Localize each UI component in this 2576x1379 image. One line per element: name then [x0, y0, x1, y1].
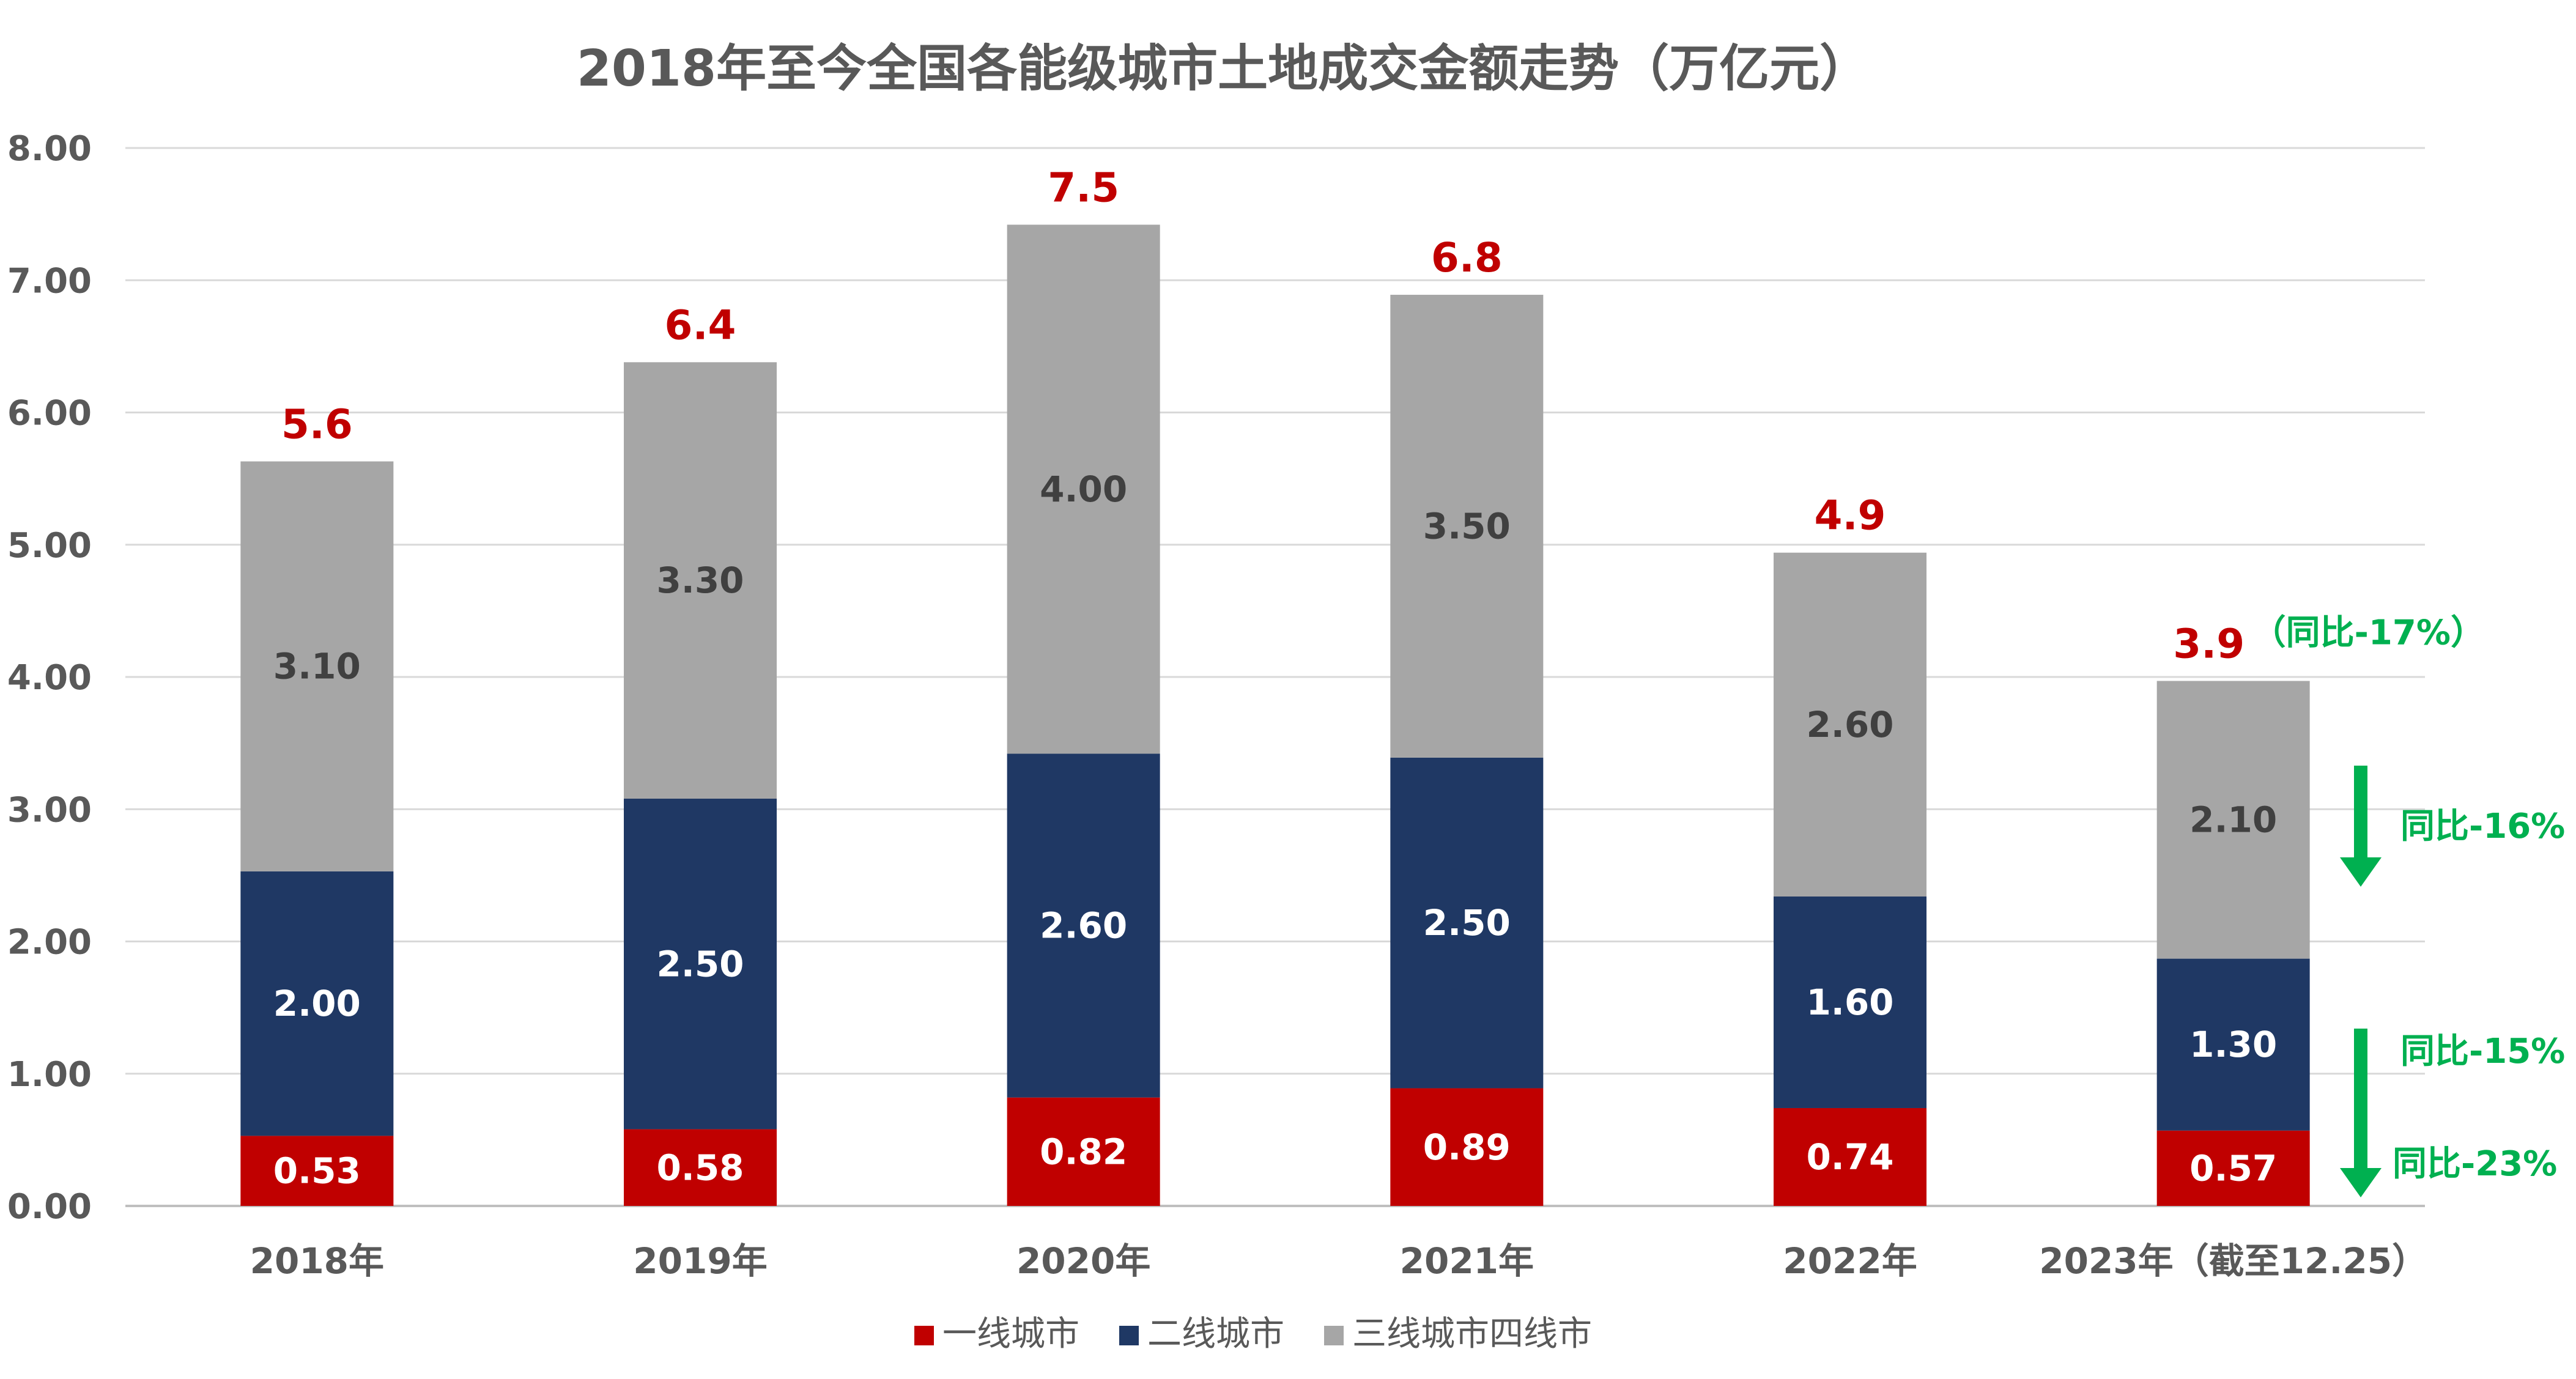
legend: 一线城市 二线城市 三线城市四线市 — [914, 1314, 1592, 1354]
segment-value-label: 1.60 — [1806, 982, 1893, 1023]
y-tick-label: 7.00 — [7, 261, 92, 301]
bar-segment — [1774, 1107, 1926, 1206]
segment-value-label: 3.50 — [1423, 505, 1511, 547]
x-tick-label: 2019年 — [633, 1240, 767, 1282]
bar-segment — [240, 461, 394, 871]
y-tick-label: 0.00 — [7, 1187, 92, 1227]
bar-segment — [1007, 1097, 1160, 1206]
segment-value-label: 3.30 — [656, 560, 744, 601]
legend-swatch — [1324, 1326, 1344, 1345]
yoy-annotations: （同比-17%） 同比-16% 同比-15% 同比-23% — [2252, 613, 2565, 1197]
bar-segment — [1774, 896, 1926, 1108]
segment-value-label: 0.57 — [2189, 1147, 2277, 1189]
bar-segment — [1774, 552, 1926, 897]
x-tick-label: 2020年 — [1016, 1240, 1150, 1282]
bar-segment — [1390, 295, 1544, 758]
y-axis-tick-labels: 0.00 1.00 2.00 3.00 4.00 5.00 6.00 7.00 8.00 — [7, 129, 92, 1227]
segment-value-label: 0.74 — [1806, 1136, 1893, 1178]
y-tick-label: 8.00 — [7, 129, 92, 169]
segment-value-label: 3.10 — [273, 646, 361, 687]
x-tick-label: 2023年（截至12.25） — [2039, 1240, 2427, 1282]
x-tick-label: 2022年 — [1783, 1240, 1917, 1282]
y-tick-label: 3.00 — [7, 790, 92, 830]
total-value-label: 3.9 — [2173, 620, 2245, 667]
bar-segment — [240, 1136, 394, 1206]
bar-segment — [1007, 753, 1160, 1098]
tier12-down-arrow-head — [2340, 1168, 2382, 1197]
segment-value-label: 0.89 — [1423, 1126, 1511, 1168]
bar-segment — [624, 362, 777, 799]
bar-segment — [2156, 681, 2310, 959]
bars — [240, 224, 2310, 1206]
segment-value-label: 2.60 — [1806, 704, 1893, 745]
legend-label: 三线城市四线市 — [1352, 1314, 1592, 1354]
x-tick-label: 2018年 — [250, 1240, 384, 1282]
y-tick-label: 2.00 — [7, 923, 92, 963]
bar-segment — [624, 798, 777, 1129]
total-value-label: 7.5 — [1048, 164, 1119, 211]
segment-value-label: 2.00 — [273, 983, 361, 1024]
segment-value-label: 2.10 — [2189, 799, 2277, 841]
bar-segment — [1007, 224, 1160, 754]
legend-label: 一线城市 — [942, 1314, 1079, 1354]
bar-segment — [1390, 1088, 1544, 1206]
segment-value-label: 0.58 — [656, 1147, 744, 1188]
total-labels: 5.6 6.4 7.5 6.8 4.9 3.9 — [281, 164, 2245, 667]
data-labels: 0.53 2.00 3.10 0.58 2.50 3.30 0.82 2.60 4.00 0.89… — [273, 468, 2277, 1192]
tier3-down-arrow-head — [2340, 857, 2382, 887]
legend-label: 二线城市 — [1147, 1314, 1284, 1354]
segment-value-label: 2.50 — [656, 943, 744, 985]
bar-segment — [240, 871, 394, 1136]
total-value-label: 6.8 — [1431, 234, 1503, 281]
x-tick-label: 2021年 — [1400, 1240, 1534, 1282]
segment-value-label: 0.53 — [273, 1150, 361, 1192]
x-axis-tick-labels: 2018年 2019年 2020年 2021年 2022年 2023年（截至12.25） — [250, 1240, 2427, 1282]
total-value-label: 4.9 — [1815, 492, 1886, 539]
total-value-label: 5.6 — [281, 401, 353, 448]
segment-value-label: 2.60 — [1040, 905, 1127, 947]
total-value-label: 6.4 — [665, 301, 736, 349]
y-tick-label: 4.00 — [7, 658, 92, 698]
bar-segment — [2156, 1130, 2310, 1206]
legend-swatch — [1119, 1326, 1139, 1345]
tier3-yoy-annotation: 同比-16% — [2400, 807, 2565, 846]
y-tick-label: 5.00 — [7, 526, 92, 566]
chart-title: 2018年至今全国各能级城市土地成交金额走势（万亿元） — [577, 40, 1870, 98]
bar-segment — [624, 1129, 777, 1206]
gridlines — [125, 147, 2425, 1207]
segment-value-label: 4.00 — [1040, 468, 1127, 510]
segment-value-label: 2.50 — [1423, 902, 1511, 944]
bar-segment — [1390, 757, 1544, 1089]
segment-value-label: 1.30 — [2189, 1024, 2277, 1065]
y-tick-label: 6.00 — [7, 394, 92, 434]
tier2-yoy-annotation: 同比-15% — [2400, 1032, 2565, 1071]
bar-segment — [2156, 958, 2310, 1131]
legend-swatch — [914, 1326, 934, 1345]
tier1-yoy-annotation: 同比-23% — [2393, 1144, 2557, 1184]
y-tick-label: 1.00 — [7, 1055, 92, 1095]
total-yoy-annotation: （同比-17%） — [2252, 613, 2485, 653]
segment-value-label: 0.82 — [1040, 1131, 1127, 1172]
